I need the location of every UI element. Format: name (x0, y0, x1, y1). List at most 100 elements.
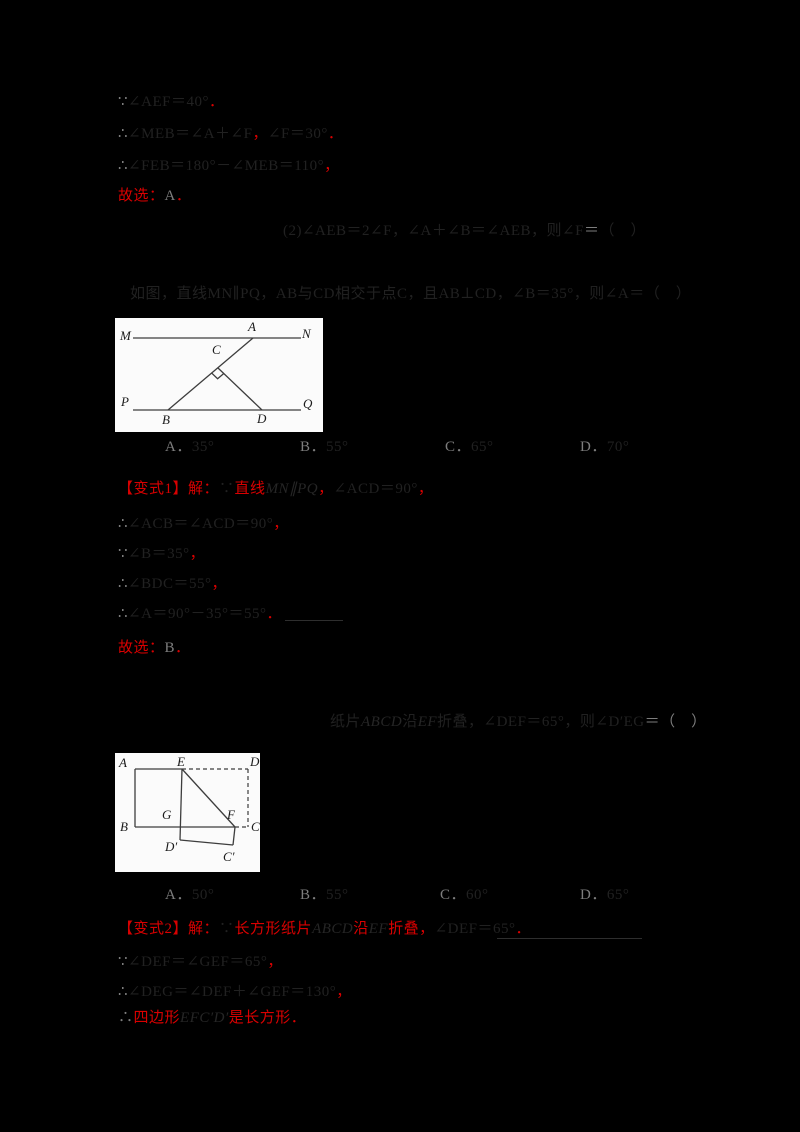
text-segment: EFC′D′ (180, 1010, 229, 1026)
point-label-m: M (119, 328, 132, 343)
text-segment: 35° (191, 439, 215, 455)
point-label-g: G (162, 807, 172, 822)
point-label-a: A (247, 319, 256, 334)
text-segment: 沿 (402, 714, 418, 730)
point-label-d: D (256, 411, 267, 426)
text-segment: ∴ (118, 126, 129, 142)
text-segment: 是长方形． (228, 1010, 307, 1026)
text-segment: ∠MEB＝∠A＋∠F (128, 126, 253, 142)
text-segment: C． (440, 887, 467, 903)
text-segment: ． (515, 921, 532, 937)
text-segment: ∠F＝30° (267, 126, 328, 142)
text-segment: ∴ (118, 158, 129, 174)
text-segment: ABCD (361, 714, 403, 730)
text-segment: ∠A＝90°－35°＝55° (128, 606, 267, 622)
text-segment: ∴ (118, 576, 129, 592)
point-label-n: N (301, 326, 312, 341)
text-segment: 70° (606, 439, 630, 455)
point-label-p: P (120, 394, 129, 409)
text-segment: ∵ (219, 481, 235, 497)
text-segment: B (164, 640, 176, 656)
solution-line: ∴∠ACB＝∠ACD＝90°， (118, 514, 289, 534)
text-segment: ＝（ ） (644, 714, 707, 730)
solution-line: 【变式1】解：∵直线MN∥PQ，∠ACD＝90°， (118, 479, 433, 499)
solution-line: ∴∠FEB＝180°－∠MEB＝110°， (118, 156, 340, 176)
text-segment: 60° (466, 887, 489, 903)
text-segment: 四边形 (133, 1010, 181, 1026)
problem-statement-line: 如图，直线MN∥PQ，AB与CD相交于点C，且AB⊥CD，∠B＝35°，则∠A＝… (130, 284, 691, 304)
text-segment: 沿 (353, 921, 369, 937)
text-segment: ∠AEF＝40° (128, 94, 209, 110)
point-label-c-prime: C′ (223, 849, 235, 864)
text-segment: ． (175, 188, 192, 204)
point-label-e: E (176, 754, 185, 769)
text-segment: ， (318, 481, 334, 497)
text-segment: ∵ (118, 954, 129, 970)
text-segment: 故选： (118, 188, 165, 204)
option-a: A．50° (165, 885, 214, 905)
text-segment: ， (417, 481, 434, 497)
point-label-c: C (212, 342, 221, 357)
text-segment: ∴ (118, 984, 129, 1000)
text-segment: 折叠，∠DEF＝65°，则∠D′EG (437, 714, 645, 730)
figure-folded-rectangle: A E D B G F C D′ C′ (115, 753, 260, 872)
blank-underline (285, 620, 343, 621)
solution-line: ∵∠DEF＝∠GEF＝65°， (118, 952, 283, 972)
text-segment: A． (165, 439, 192, 455)
solution-line: ∴∠A＝90°－35°＝55°． (118, 604, 282, 624)
text-segment: ． (208, 94, 225, 110)
text-segment: 直线 (234, 481, 266, 497)
text-segment: 65° (606, 887, 630, 903)
text-segment: ∵ (219, 921, 235, 937)
point-label-f: F (226, 807, 236, 822)
text-segment: B． (300, 439, 327, 455)
text-segment: 50° (191, 887, 215, 903)
text-segment: 解： (188, 481, 220, 497)
text-segment: EF (417, 714, 438, 730)
point-label-c: C (251, 819, 260, 834)
text-segment: D． (580, 887, 607, 903)
solution-line: ∵∠B＝35°， (118, 544, 205, 564)
text-segment: MN∥PQ (265, 481, 319, 497)
text-segment: ． (327, 126, 344, 142)
text-segment: ∠DEF＝65° (434, 921, 516, 937)
text-segment: C． (445, 439, 472, 455)
point-label-b: B (120, 819, 128, 834)
solution-line: ∵∠AEF＝40°． (118, 92, 224, 112)
text-segment: 55° (326, 887, 349, 903)
solution-line: ∴∠DEG＝∠DEF＋∠GEF＝130°， (118, 982, 352, 1002)
text-segment: （ ） (599, 223, 646, 239)
text-segment: EF (368, 921, 389, 937)
text-segment: A． (165, 887, 192, 903)
text-segment: 【变式1】 (118, 481, 189, 497)
text-segment: 折叠， (388, 921, 435, 937)
text-segment: 55° (326, 439, 349, 455)
option-c: C．65° (445, 437, 494, 457)
text-segment: ， (252, 126, 268, 142)
text-segment: ∠DEG＝∠DEF＋∠GEF＝130° (128, 984, 337, 1000)
text-segment: ∠ACB＝∠ACD＝90° (128, 516, 274, 532)
figure-parallel-lines: M N A C P Q B D (115, 318, 323, 432)
option-b: B．55° (300, 437, 349, 457)
text-segment: ， (324, 158, 340, 174)
answer-choice-line: 故选：B． (118, 638, 191, 658)
solution-line: 【变式2】解：∵长方形纸片ABCD沿EF折叠，∠DEF＝65°． (118, 919, 531, 939)
right-angle-mark (211, 372, 225, 380)
text-segment: 长方形纸片 (234, 921, 313, 937)
text-segment: (2)∠AEB＝2∠F，∠A＋∠B＝∠AEB，则∠F (283, 223, 584, 239)
blank-underline (497, 938, 642, 939)
text-segment: 纸片 (330, 714, 362, 730)
text-segment: ， (273, 516, 289, 532)
text-segment: ， (211, 576, 227, 592)
text-segment: B． (300, 887, 327, 903)
point-label-b: B (162, 412, 170, 427)
text-segment: ∠B＝35° (128, 546, 190, 562)
text-segment: ∴ (118, 606, 129, 622)
text-segment: 解： (188, 921, 220, 937)
text-segment: ∴ (118, 1010, 134, 1026)
text-segment: ， (267, 954, 283, 970)
option-a: A．35° (165, 437, 214, 457)
point-label-a: A (118, 755, 127, 770)
text-segment: ， (189, 546, 206, 562)
